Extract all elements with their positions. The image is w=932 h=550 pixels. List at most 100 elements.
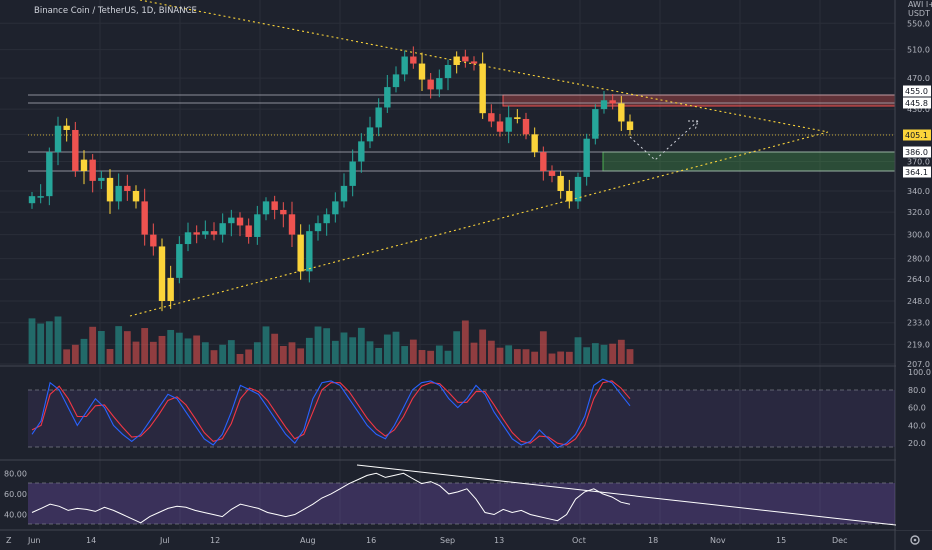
- volume-bar: [418, 350, 426, 364]
- price-tick-label: 264.0: [907, 275, 930, 284]
- volume-bar: [175, 332, 183, 364]
- volume-bar: [349, 337, 357, 364]
- candle-body: [245, 225, 252, 237]
- volume-bar: [479, 329, 487, 364]
- candle-body: [210, 231, 218, 235]
- stoch-band: [28, 390, 895, 447]
- volume-bar: [219, 344, 227, 364]
- projection-arrow: [688, 120, 699, 131]
- volume-bar: [600, 344, 608, 364]
- candle-body: [514, 117, 521, 119]
- stoch-tick-label: 60.0: [908, 404, 926, 413]
- volume-bar: [123, 331, 131, 364]
- time-tick-label: 15: [776, 536, 786, 545]
- price-level-text: 386.0: [905, 148, 928, 157]
- volume-bar: [496, 347, 504, 364]
- price-level-labels: 455.0 445.8 405.1 386.0 364.1: [903, 85, 931, 178]
- candle-body: [332, 201, 339, 215]
- candle-body: [150, 234, 157, 247]
- volume-bar: [227, 340, 235, 364]
- price-level-text: 455.0: [905, 87, 928, 96]
- volume-bar: [45, 321, 53, 364]
- candle-body: [557, 175, 564, 191]
- volume-bar: [591, 343, 599, 364]
- projection-path[interactable]: [629, 120, 699, 161]
- volume-bar: [210, 350, 218, 364]
- price-level-badge: [903, 97, 931, 109]
- volume-bar: [323, 328, 331, 364]
- volume-bar: [435, 345, 443, 364]
- volume-bar: [201, 342, 209, 364]
- candle-body: [600, 100, 608, 110]
- candle-body: [228, 217, 235, 224]
- rsi-tick-label: 40.00: [4, 511, 27, 520]
- candle-body: [202, 231, 209, 235]
- candle-body: [531, 134, 538, 153]
- candle-body: [141, 201, 148, 235]
- price-tick-label: 370.0: [907, 157, 930, 166]
- volume-bar: [401, 346, 409, 364]
- volume-bar: [97, 331, 105, 364]
- price-tick-label: 340.0: [907, 187, 930, 196]
- volume-bar: [609, 343, 617, 364]
- price-tick-label: 219.0: [907, 340, 930, 349]
- axis-units: USDT: [908, 9, 930, 18]
- lower-trendline[interactable]: [129, 131, 829, 317]
- candle-body: [288, 214, 296, 235]
- time-axis-corner[interactable]: Z: [6, 536, 12, 545]
- candle-body: [219, 223, 226, 235]
- volume-bar: [409, 339, 417, 364]
- volume-bar: [63, 349, 71, 364]
- candle-body: [46, 152, 53, 197]
- candle-body: [106, 177, 114, 202]
- price-tick-label: 300.0: [907, 231, 930, 240]
- rsi-divergence-trendline[interactable]: [356, 464, 906, 527]
- candle-body: [626, 121, 634, 130]
- rsi-tick-label: 60.00: [4, 490, 27, 499]
- price-tick-label: 430.0: [907, 105, 930, 114]
- price-level-badge: [903, 85, 931, 97]
- volume-bar: [115, 326, 123, 364]
- volume-bar: [89, 326, 97, 364]
- candle-body: [540, 152, 547, 172]
- horizontal-levels: [28, 94, 895, 172]
- candle-body: [410, 56, 417, 64]
- volume-bar: [297, 348, 305, 364]
- volume-bar: [245, 349, 253, 364]
- volume-bar: [565, 351, 573, 364]
- time-tick-label: 12: [210, 536, 220, 545]
- candle-body: [176, 244, 183, 278]
- volume-bar: [427, 350, 435, 364]
- candle-body: [72, 129, 79, 172]
- volume-bar: [357, 327, 365, 364]
- stoch-tick-label: 100.0: [908, 368, 931, 377]
- volume-bar: [28, 318, 36, 364]
- volume-bars: [28, 316, 634, 364]
- time-axis-ticks[interactable]: Jun 14 Jul 12 Aug 16 Sep 13 Oct 18 Nov 15 Dec: [27, 536, 847, 545]
- candle-body: [80, 159, 88, 172]
- volume-bar: [236, 353, 244, 364]
- gear-icon[interactable]: [910, 535, 920, 545]
- volume-bar: [288, 342, 296, 364]
- candle-body: [505, 117, 512, 132]
- time-tick-label: Sep: [440, 536, 455, 545]
- candle-body: [375, 107, 382, 128]
- time-tick-label: 16: [366, 536, 376, 545]
- rsi-axis-ticks: 80.00 60.00 40.00: [4, 469, 27, 519]
- upper-trendline[interactable]: [139, 0, 829, 133]
- candle-body: [618, 103, 625, 122]
- volume-bar: [167, 329, 175, 364]
- resistance-zone: [502, 94, 896, 107]
- price-candles: [28, 46, 634, 312]
- candle-body: [158, 246, 166, 301]
- volume-bar: [539, 331, 547, 364]
- stoch-k-line: [31, 378, 631, 449]
- rsi-tick-label: 80.00: [4, 469, 27, 478]
- candle-body: [28, 196, 36, 204]
- stoch-tick-label: 40.0: [908, 421, 926, 430]
- candle-body: [548, 171, 556, 176]
- volume-bar: [513, 349, 521, 364]
- chart-title: Binance Coin / TetherUS, 1D, BINANCE: [34, 6, 197, 16]
- candle-body: [37, 196, 44, 198]
